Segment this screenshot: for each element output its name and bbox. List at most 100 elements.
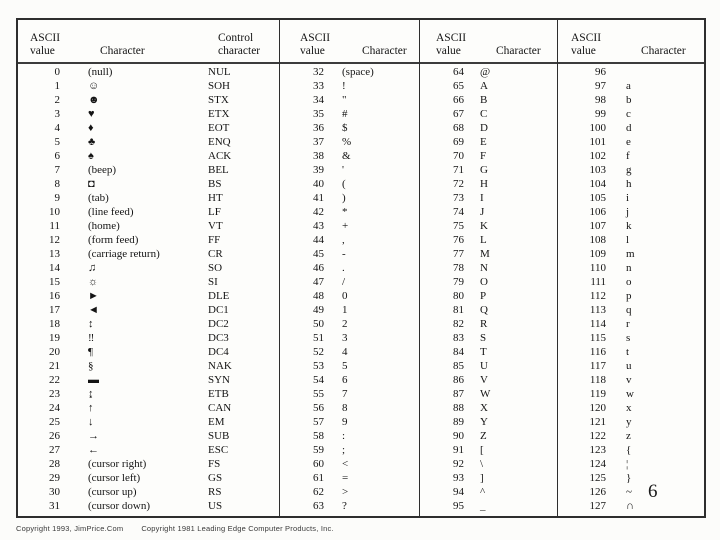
table-row: 23 ↨ ETB bbox=[18, 387, 279, 401]
character: (beep) bbox=[88, 164, 117, 177]
table-row: 98 b bbox=[558, 94, 704, 108]
ascii-value: 64 bbox=[453, 66, 464, 79]
ascii-value: 36 bbox=[313, 122, 324, 135]
character: U bbox=[480, 359, 488, 372]
ascii-value: 110 bbox=[589, 262, 606, 275]
ascii-value: 114 bbox=[589, 317, 606, 330]
table-row: 32 (space) bbox=[280, 66, 419, 80]
character: + bbox=[342, 220, 349, 233]
ascii-value: 115 bbox=[589, 331, 606, 344]
character: (line feed) bbox=[88, 206, 134, 219]
table-row: 18 ↕ DC2 bbox=[18, 317, 279, 331]
table-row: 33! bbox=[280, 80, 419, 94]
character: ☺ bbox=[88, 80, 100, 93]
character: ◘ bbox=[88, 178, 95, 191]
ascii-value: 19 bbox=[49, 331, 60, 344]
table-row: 103 g bbox=[558, 164, 704, 178]
ascii-value: 2 bbox=[54, 94, 61, 107]
ascii-value: 118 bbox=[589, 373, 606, 386]
table-row: 71 G bbox=[420, 164, 557, 178]
table-row: 123 { bbox=[558, 443, 704, 457]
ascii-value: 33 bbox=[313, 80, 324, 93]
ascii-value: 69 bbox=[453, 136, 464, 149]
character: ► bbox=[88, 289, 99, 302]
ascii-value: 16 bbox=[49, 289, 60, 302]
ascii-value: 24 bbox=[49, 401, 60, 414]
ascii-value: 48 bbox=[313, 289, 324, 302]
control-character: EM bbox=[208, 415, 225, 428]
ascii-value: 111 bbox=[590, 276, 606, 289]
ascii-value: 89 bbox=[453, 415, 464, 428]
ascii-value: 8 bbox=[54, 178, 61, 191]
character: h bbox=[626, 178, 632, 191]
table-row: 105 i bbox=[558, 192, 704, 206]
table-row: 92 \ bbox=[420, 457, 557, 471]
table-row: 45 - bbox=[280, 248, 419, 262]
control-character: ACK bbox=[208, 150, 232, 163]
table-row: 114 r bbox=[558, 317, 704, 331]
ascii-value: 56 bbox=[313, 401, 324, 414]
table-row: 109 m bbox=[558, 248, 704, 262]
table-row: 75 K bbox=[420, 220, 557, 234]
ascii-value: 3 bbox=[54, 108, 61, 121]
header-ascii-value: ASCII value bbox=[436, 32, 467, 57]
character: 9 bbox=[342, 415, 348, 428]
table-row: 87 W bbox=[420, 387, 557, 401]
table-row: 74 J bbox=[420, 206, 557, 220]
ascii-value: 100 bbox=[589, 122, 607, 135]
character: ^ bbox=[480, 485, 486, 498]
header-character: Character bbox=[641, 44, 686, 57]
table-row: 116 t bbox=[558, 345, 704, 359]
ascii-value: 104 bbox=[589, 178, 607, 191]
ascii-value: 6 bbox=[54, 150, 61, 163]
table-row: 29 (cursor left) GS bbox=[18, 471, 279, 485]
table-row: 122 z bbox=[558, 429, 704, 443]
character: ☼ bbox=[88, 276, 99, 289]
table-row: 104 h bbox=[558, 178, 704, 192]
character: 7 bbox=[342, 387, 348, 400]
table-rows-96-127: 96 97 a 98 b 99 c 100 d 101 e 102 f 103 g 104 h 105 i 106 j 1… bbox=[558, 64, 704, 516]
table-row: 60 < bbox=[280, 457, 419, 471]
table-row: 86 V bbox=[420, 373, 557, 387]
table-row: 95 _ bbox=[420, 499, 557, 513]
character: [ bbox=[480, 443, 484, 456]
character: d bbox=[626, 122, 632, 135]
ascii-value: 17 bbox=[49, 303, 60, 316]
character: ↕ bbox=[88, 317, 94, 330]
table-row: 99 c bbox=[558, 108, 704, 122]
table-row: 100 d bbox=[558, 122, 704, 136]
table-row: 108 l bbox=[558, 234, 704, 248]
table-row: 43 + bbox=[280, 220, 419, 234]
character: J bbox=[480, 206, 485, 219]
control-character: FS bbox=[208, 457, 221, 470]
table-header-row: ASCII value Character bbox=[558, 20, 704, 64]
character: _ bbox=[480, 499, 486, 512]
character: ↑ bbox=[88, 401, 94, 414]
character: ~ bbox=[626, 485, 632, 498]
table-row: 54 6 bbox=[280, 373, 419, 387]
ascii-value: 23 bbox=[49, 387, 60, 400]
ascii-value: 34 bbox=[313, 94, 324, 107]
character: ♫ bbox=[88, 262, 97, 275]
control-character: FF bbox=[208, 234, 221, 247]
ascii-value: 68 bbox=[453, 122, 464, 135]
table-row: 125} bbox=[558, 471, 704, 485]
ascii-value: 40 bbox=[313, 178, 324, 191]
table-row: 9 (tab) HT bbox=[18, 192, 279, 206]
table-row: 56 8 bbox=[280, 401, 419, 415]
table-row: 110 n bbox=[558, 262, 704, 276]
character: (cursor left) bbox=[88, 471, 141, 484]
ascii-value: 119 bbox=[589, 387, 606, 400]
ascii-value: 51 bbox=[313, 331, 324, 344]
header-ascii-value: ASCII value bbox=[571, 32, 602, 57]
table-row: 93] bbox=[420, 471, 557, 485]
table-row: 6 ♠ ACK bbox=[18, 150, 279, 164]
ascii-value: 25 bbox=[49, 415, 60, 428]
ascii-value: 103 bbox=[589, 164, 607, 177]
ascii-value: 125 bbox=[589, 471, 607, 484]
ascii-value: 21 bbox=[49, 359, 60, 372]
control-character: ESC bbox=[208, 443, 229, 456]
table-header-row: ASCII value Character Control character bbox=[18, 20, 279, 64]
control-character: ETX bbox=[208, 108, 230, 121]
ascii-value: 12 bbox=[49, 234, 60, 247]
